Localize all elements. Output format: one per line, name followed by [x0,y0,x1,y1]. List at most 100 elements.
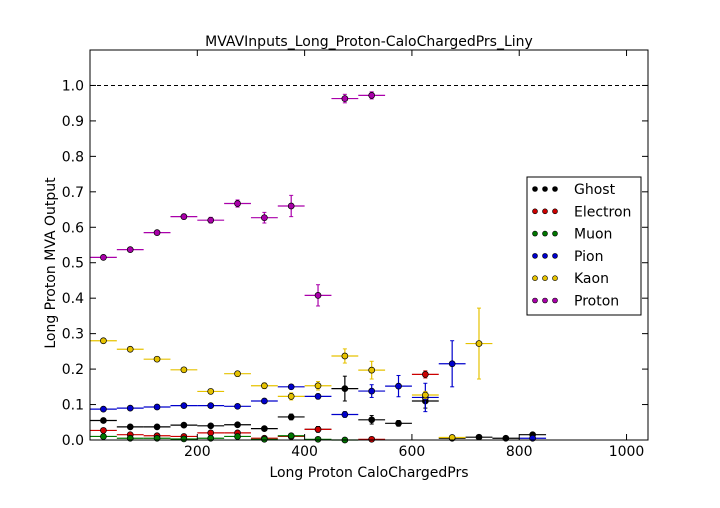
data-point-pion [287,383,295,391]
data-point-kaon [207,388,215,395]
data-point-electron [421,371,429,378]
data-point-proton [234,200,241,207]
data-point-electron [100,427,107,434]
legend-marker [552,186,558,192]
legend-label-pion: Pion [574,249,603,265]
legend-marker [542,208,548,215]
legend-marker [542,275,548,282]
x-axis-label: Long Proton CaloChargedPrs [269,465,468,481]
y-tick-label: 1.0 [62,78,84,94]
x-tick-label: 400 [291,444,318,460]
data-point-proton [180,213,188,220]
chart-title: MVAVInputs_Long_Proton-CaloChargedPrs_Li… [205,34,533,50]
data-point-muon [314,435,322,443]
data-point-proton [261,214,268,222]
data-point-ghost [153,423,161,431]
legend-marker [532,230,538,237]
y-tick-label: 0.8 [62,149,84,165]
data-point-kaon [448,434,456,441]
legend-marker [542,253,548,259]
y-tick-label: 0.9 [62,114,84,130]
data-point-ghost [126,423,134,431]
data-point-ghost [341,385,349,392]
y-tick-label: 0.2 [62,362,84,378]
data-point-pion [180,402,188,409]
data-point-pion [395,382,402,390]
data-point-kaon [261,382,268,390]
legend-marker [532,186,538,192]
data-point-pion [126,404,134,412]
data-point-pion [153,403,161,411]
data-point-ghost [395,419,402,427]
data-point-electron [314,426,322,433]
data-point-kaon [314,382,322,390]
data-point-kaon [368,366,376,374]
data-point-kaon [100,337,107,345]
data-point-kaon [421,391,429,399]
legend-marker [552,208,558,215]
data-point-kaon [126,345,134,353]
legend-label-kaon: Kaon [574,271,609,287]
legend: Ghost Electron Muon Pion Kaon Proton [526,176,642,316]
y-tick-label: 0.0 [62,433,84,449]
y-tick-label: 0.7 [62,185,84,201]
data-point-pion [100,405,107,413]
legend-marker [552,230,558,237]
data-point-pion [314,393,322,400]
data-point-electron [368,435,376,443]
x-tick-label: 1000 [609,444,645,460]
data-point-muon [180,435,188,443]
y-tick-label: 0.6 [62,220,84,236]
data-point-ghost [234,421,241,429]
data-point-kaon [234,370,241,378]
legend-marker [532,253,538,259]
y-tick-label: 0.4 [62,291,84,307]
legend-marker [552,275,558,282]
legend-marker [532,208,538,215]
legend-marker [532,297,538,304]
data-point-pion [448,360,456,368]
data-point-pion [207,402,215,409]
data-point-ghost [261,425,268,433]
data-point-proton [126,246,134,253]
data-point-kaon [475,340,483,347]
x-tick-label: 600 [399,444,426,460]
legend-marker [552,297,558,304]
data-point-ghost [287,413,295,421]
data-point-proton [341,95,349,102]
legend-label-ghost: Ghost [574,182,616,198]
data-point-kaon [180,366,188,374]
legend-label-electron: Electron [574,204,631,220]
axes-frame [89,49,649,441]
legend-label-muon: Muon [574,227,612,243]
data-point-pion [234,402,241,410]
data-point-ghost [368,416,376,424]
legend-label-proton: Proton [574,294,619,310]
legend-marker [542,230,548,237]
y-axis-label: Long Proton MVA Output [43,177,59,349]
data-point-muon [261,435,268,443]
data-point-proton [368,92,376,99]
data-point-muon [234,433,241,440]
data-point-kaon [153,355,161,363]
legend-marker [552,253,558,259]
legend-marker [542,186,548,192]
x-tick-label: 200 [184,444,211,460]
y-tick-label: 0.1 [62,398,84,414]
data-point-muon [287,432,295,440]
legend-marker [532,275,538,282]
data-point-proton [207,216,215,224]
data-point-ghost [207,422,215,430]
plot-area: 0.0 0.1 0.2 0.3 0.4 0.5 0.6 0.7 0.8 0.9 1.0 200 400 6… [62,49,649,460]
data-point-proton [153,229,161,236]
legend-marker [542,297,548,304]
data-point-muon [100,433,107,440]
data-point-proton [287,202,295,210]
data-point-kaon [341,352,349,360]
data-point-ghost [475,433,483,441]
data-point-pion [368,387,376,395]
legend-box [526,176,642,316]
y-tick-label: 0.3 [62,327,84,343]
